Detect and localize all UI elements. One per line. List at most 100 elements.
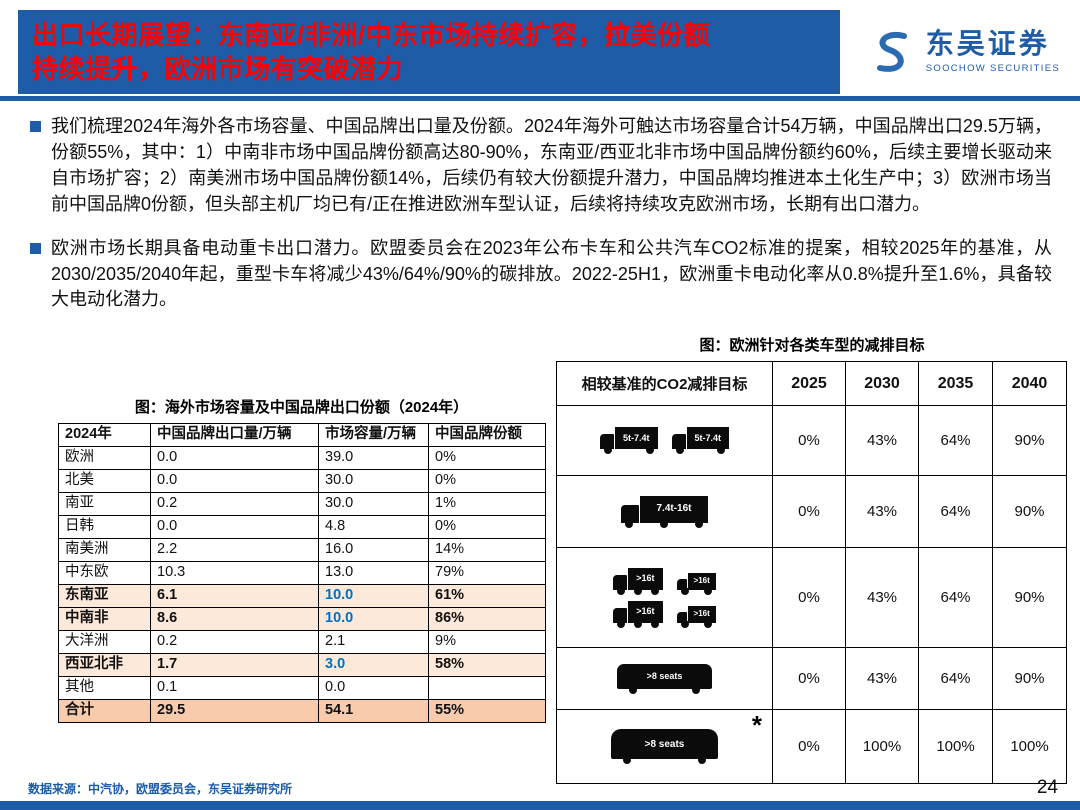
cell-region: 西亚北非 — [58, 653, 151, 677]
truck-label: 5t-7.4t — [686, 427, 730, 449]
co2-value: 0% — [772, 405, 846, 476]
cell-capacity: 13.0 — [318, 561, 429, 585]
cell-share: 58% — [428, 653, 546, 677]
truck-label: >16t — [687, 572, 716, 590]
cell-capacity: 3.0 — [318, 653, 429, 677]
cell-region: 中东欧 — [58, 561, 151, 585]
cell-region: 大洋洲 — [58, 630, 151, 654]
truck-7.4t-16t-icon: 7.4t-16t — [621, 495, 708, 528]
vehicle-icons-cell: * >8 seats — [556, 709, 773, 784]
cell-region: 合计 — [58, 699, 151, 723]
slide-title-banner: 出口长期展望：东南亚/非洲/中东市场持续扩容，拉美份额 持续提升，欧洲市场有突破… — [18, 10, 840, 94]
soochow-logo-icon — [868, 28, 916, 76]
bottom-band — [0, 801, 1080, 810]
truck-label: >16t — [628, 567, 663, 590]
truck-label: >16t — [687, 605, 716, 623]
co2-value: 90% — [992, 405, 1067, 476]
cell-region: 欧洲 — [58, 446, 151, 470]
data-source-text: 数据来源：中汽协，欧盟委员会，东吴证券研究所 — [28, 782, 293, 796]
co2-value: 100% — [845, 709, 919, 784]
header-divider — [0, 96, 1080, 101]
col-header-export: 中国品牌出口量/万辆 — [150, 423, 319, 447]
co2-row-coach: * >8 seats 0% 100% 100% 100% — [556, 709, 1067, 784]
vehicle-icons-cell: >16t >16t >16t — [556, 547, 773, 648]
cell-capacity: 16.0 — [318, 538, 429, 562]
bullet-list: 我们梳理2024年海外各市场容量、中国品牌出口量及份额。2024年海外可触达市场… — [30, 114, 1052, 313]
co2-value: 100% — [992, 709, 1067, 784]
co2-value: 64% — [918, 547, 993, 648]
co2-target-table: 相较基准的CO2减排目标 2025 2030 2035 2040 5t-7.4t — [556, 361, 1067, 784]
cell-capacity: 39.0 — [318, 446, 429, 470]
cell-share: 86% — [428, 607, 546, 631]
bus-icon: >8 seats — [616, 663, 713, 694]
co2-value: 43% — [845, 475, 919, 548]
right-table-title: 图：欧洲针对各类车型的减排目标 — [699, 337, 925, 354]
truck-label: 7.4t-16t — [640, 495, 708, 523]
cell-share: 0% — [428, 446, 546, 470]
table-row: 南亚 0.2 30.0 1% — [58, 492, 546, 516]
cell-region: 南亚 — [58, 492, 151, 516]
co2-value: 0% — [772, 475, 846, 548]
col-header-2025: 2025 — [772, 361, 846, 406]
cell-share: 9% — [428, 630, 546, 654]
cell-capacity: 10.0 — [318, 584, 429, 608]
co2-target-section: 图：欧洲针对各类车型的减排目标 相较基准的CO2减排目标 2025 2030 2… — [556, 334, 1068, 784]
co2-row-light-trucks: 5t-7.4t 5t-7.4t 0% 43% 64% 90% — [556, 405, 1067, 476]
truck-label: 5t-7.4t — [614, 427, 658, 449]
cell-share: 0% — [428, 515, 546, 539]
bullet-square-icon — [30, 242, 41, 254]
left-table-title: 图：海外市场容量及中国品牌出口份额（2024年） — [134, 399, 469, 416]
co2-row-bus: >8 seats 0% 43% 64% 90% — [556, 647, 1067, 710]
co2-value: 90% — [992, 475, 1067, 548]
coach-bus-icon: >8 seats — [610, 729, 719, 764]
table-row: 欧洲 0.0 39.0 0% — [58, 446, 546, 470]
co2-value: 90% — [992, 647, 1067, 710]
bullet-item-2: 欧洲市场长期具备电动重卡出口潜力。欧盟委员会在2023年公布卡车和公共汽车CO2… — [30, 236, 1052, 314]
co2-value: 0% — [772, 547, 846, 648]
table-row: 大洋洲 0.2 2.1 9% — [58, 630, 546, 654]
cell-region: 东南亚 — [58, 584, 151, 608]
col-header-year: 2024年 — [58, 423, 151, 447]
cell-export: 0.2 — [150, 492, 319, 516]
co2-value: 90% — [992, 547, 1067, 648]
truck-over-16t-icon: >16t — [613, 567, 663, 595]
cell-share: 0% — [428, 469, 546, 493]
table-row: 北美 0.0 30.0 0% — [58, 469, 546, 493]
cell-export: 6.1 — [150, 584, 319, 608]
page-number: 24 — [1036, 777, 1058, 798]
cell-capacity: 10.0 — [318, 607, 429, 631]
footnote-asterisk-icon: * — [751, 710, 762, 740]
cell-export: 0.2 — [150, 630, 319, 654]
co2-value: 64% — [918, 475, 993, 548]
cell-export: 0.0 — [150, 515, 319, 539]
vehicle-icons-cell: 5t-7.4t 5t-7.4t — [556, 405, 773, 476]
cell-export: 29.5 — [150, 699, 319, 723]
cell-share: 1% — [428, 492, 546, 516]
col-header-2030: 2030 — [845, 361, 919, 406]
cell-export: 0.0 — [150, 469, 319, 493]
co2-header-label: 相较基准的CO2减排目标 — [556, 361, 773, 406]
cell-share: 79% — [428, 561, 546, 585]
table-row: 南美洲 2.2 16.0 14% — [58, 538, 546, 562]
co2-value: 0% — [772, 647, 846, 710]
cell-export: 8.6 — [150, 607, 319, 631]
co2-value: 0% — [772, 709, 846, 784]
cell-capacity: 30.0 — [318, 492, 429, 516]
co2-value: 43% — [845, 547, 919, 648]
truck-label: >16t — [628, 600, 663, 623]
truck-over-16t-icon: >16t — [613, 600, 663, 628]
table-row-highlighted: 西亚北非 1.7 3.0 58% — [58, 653, 546, 677]
cell-share: 61% — [428, 584, 546, 608]
cell-share: 14% — [428, 538, 546, 562]
bullet-text-1: 我们梳理2024年海外各市场容量、中国品牌出口量及份额。2024年海外可触达市场… — [51, 116, 1052, 214]
table-row: 中东欧 10.3 13.0 79% — [58, 561, 546, 585]
cell-region: 中南非 — [58, 607, 151, 631]
cell-share: 55% — [428, 699, 546, 723]
table-row-highlighted: 中南非 8.6 10.0 86% — [58, 607, 546, 631]
co2-value: 43% — [845, 405, 919, 476]
cell-region: 北美 — [58, 469, 151, 493]
vehicle-icons-cell: >8 seats — [556, 647, 773, 710]
cell-capacity: 2.1 — [318, 630, 429, 654]
co2-value: 64% — [918, 405, 993, 476]
cell-export: 10.3 — [150, 561, 319, 585]
